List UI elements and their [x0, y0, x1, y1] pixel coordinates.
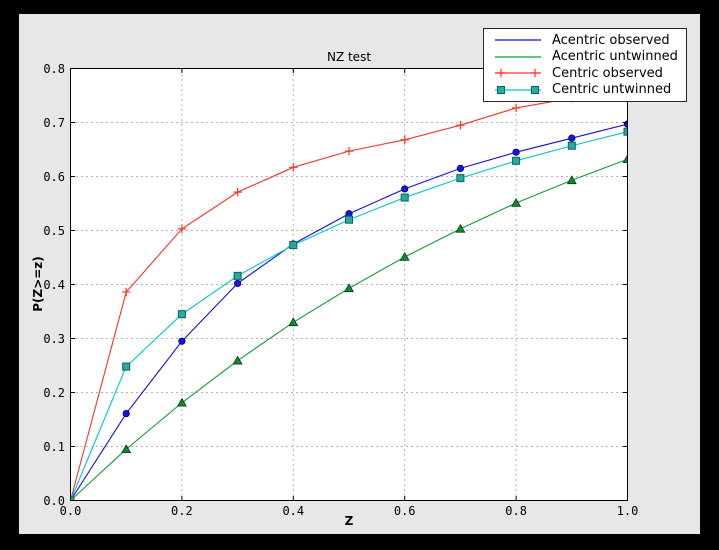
data-point-marker	[233, 271, 242, 280]
data-point-marker	[232, 355, 243, 365]
series-centric-observed	[70, 85, 628, 501]
data-point-marker	[344, 283, 354, 293]
y-tick-label: 0.0	[43, 493, 65, 508]
x-tick-label: 0.2	[171, 504, 193, 518]
data-point-marker	[512, 148, 520, 156]
data-point-marker	[512, 156, 521, 165]
plot-svg	[70, 68, 628, 501]
legend-item: Acentric untwinned	[492, 49, 680, 65]
y-tick-label: 0.2	[43, 385, 65, 400]
y-tick-label: 0.5	[43, 223, 65, 238]
data-point-marker	[122, 362, 131, 371]
data-point-marker	[233, 187, 242, 197]
data-point-marker	[177, 310, 186, 319]
chart-title: NZ test	[326, 50, 372, 64]
data-point-marker	[122, 409, 130, 418]
data-point-marker	[511, 103, 521, 113]
data-point-marker	[234, 279, 242, 288]
series-centric-untwinned	[70, 127, 628, 501]
figure: NZ test P(Z>=z) Z Acentric observed Acen…	[19, 14, 700, 534]
data-point-marker	[530, 69, 540, 78]
legend-label: Acentric untwinned	[552, 49, 678, 65]
legend-label: Centric observed	[552, 65, 663, 81]
data-point-marker	[122, 287, 131, 297]
data-point-marker	[567, 141, 576, 150]
legend-item: Acentric observed	[492, 32, 680, 48]
plot-frame	[70, 68, 628, 501]
plot-area	[70, 68, 628, 501]
data-point-marker	[176, 397, 187, 407]
data-point-marker	[400, 193, 409, 202]
legend-line-sample	[495, 69, 541, 78]
data-point-marker	[400, 135, 409, 144]
data-point-marker	[456, 164, 464, 173]
data-point-marker	[288, 317, 299, 327]
legend-item: Centric observed	[492, 65, 680, 81]
x-tick-label: 1.0	[616, 504, 639, 518]
data-point-marker	[511, 197, 522, 207]
legend-label: Centric untwinned	[552, 82, 672, 98]
series-acentric-observed	[70, 120, 628, 501]
x-axis-label: Z	[344, 514, 354, 528]
y-tick-label: 0.7	[43, 115, 65, 130]
y-tick-label: 0.8	[43, 61, 65, 76]
data-point-marker	[401, 185, 409, 193]
legend-item: Centric untwinned	[492, 82, 680, 98]
data-point-marker	[178, 337, 186, 345]
data-point-marker	[455, 223, 466, 233]
y-tick-label: 0.6	[43, 169, 65, 184]
data-point-marker	[289, 241, 298, 250]
data-point-marker	[497, 85, 505, 94]
y-tick-label: 0.4	[43, 277, 65, 292]
legend-line-sample	[495, 56, 541, 58]
x-tick-label: 0.0	[59, 504, 82, 518]
data-point-marker	[399, 251, 410, 261]
legend-line-sample	[495, 85, 541, 94]
legend-line-sample	[495, 39, 541, 41]
data-point-marker	[289, 163, 298, 172]
x-tick-label: 0.4	[282, 504, 305, 518]
legend: Acentric observed Acentric untwinned Cen…	[483, 28, 687, 102]
data-point-marker	[568, 134, 576, 142]
data-point-marker	[344, 146, 354, 156]
data-point-marker	[121, 444, 132, 454]
series-acentric-untwinned	[70, 154, 628, 501]
data-point-marker	[177, 224, 187, 234]
y-tick-label: 0.3	[43, 331, 65, 346]
x-tick-label: 0.8	[505, 504, 527, 518]
legend-label: Acentric observed	[552, 32, 670, 48]
data-point-marker	[345, 215, 353, 224]
data-point-marker	[566, 175, 577, 185]
x-tick-label: 0.6	[393, 504, 416, 518]
y-tick-label: 0.1	[43, 439, 65, 454]
data-point-marker	[531, 85, 539, 94]
data-point-marker	[496, 69, 506, 78]
data-point-marker	[456, 121, 465, 130]
data-point-marker	[456, 174, 465, 183]
